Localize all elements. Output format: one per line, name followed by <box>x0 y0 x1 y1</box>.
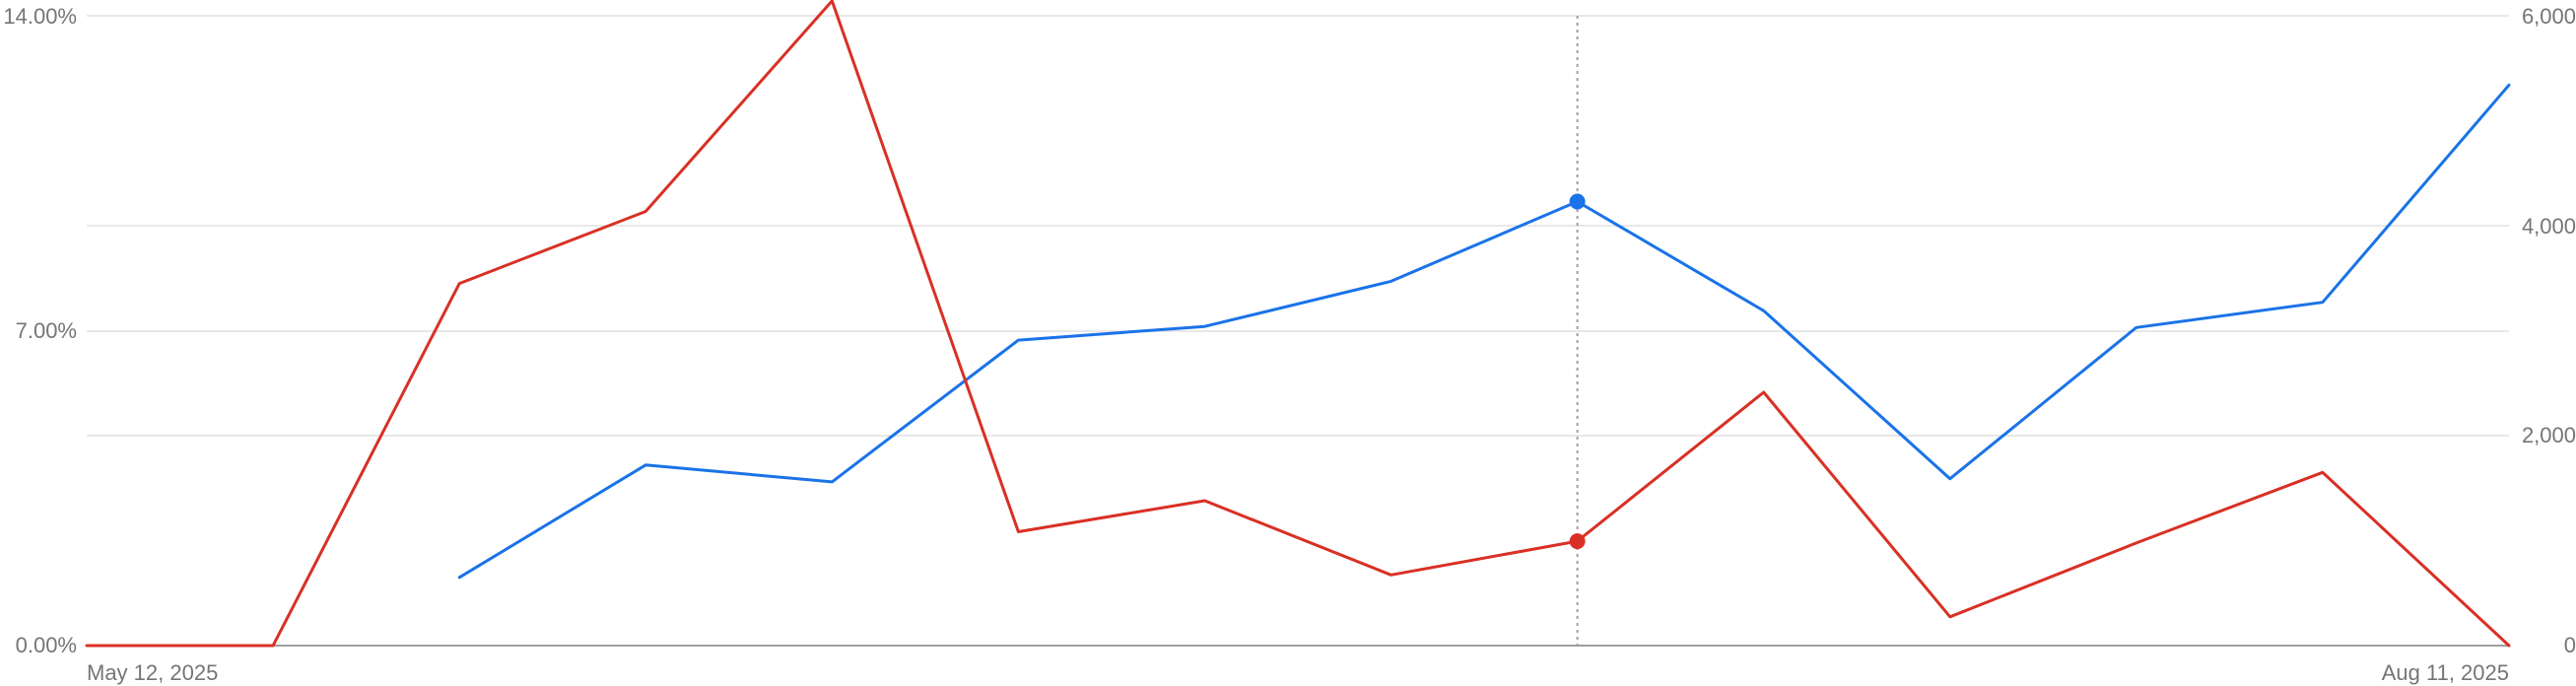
y-right-tick-1: 2,000 <box>2522 423 2576 447</box>
y-left-tick-1: 7.00% <box>16 318 77 343</box>
y-left-tick-2: 14.00% <box>3 4 77 29</box>
y-right-tick-0: 0 <box>2564 633 2576 657</box>
y-right-tick-2: 4,000 <box>2522 214 2576 239</box>
highlight-points <box>1569 193 1586 550</box>
series-group <box>85 0 2511 648</box>
series-line-1 <box>85 0 2511 648</box>
highlight-point-series-0 <box>1569 193 1586 210</box>
y-left-tick-0: 0.00% <box>16 633 77 657</box>
y-right-tick-3: 6,000 <box>2522 4 2576 29</box>
highlight-point-series-1 <box>1569 533 1586 550</box>
x-tick-first: May 12, 2025 <box>87 660 218 685</box>
gridlines <box>87 15 2509 437</box>
x-tick-last: Aug 11, 2025 <box>2382 660 2509 685</box>
series-line-0 <box>457 83 2511 580</box>
